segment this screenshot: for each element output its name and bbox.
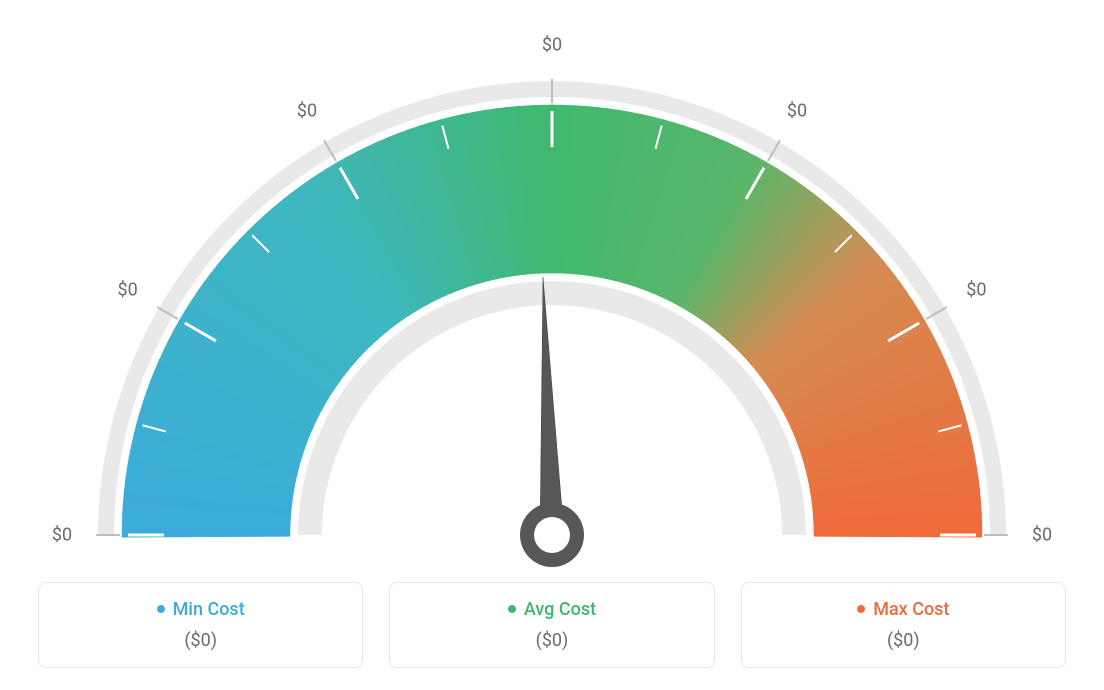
gauge-tick-label: $0 <box>52 525 72 546</box>
legend-title-avg: Avg Cost <box>508 599 596 620</box>
legend-card-avg: Avg Cost ($0) <box>389 582 714 669</box>
gauge-tick-label: $0 <box>966 280 986 301</box>
legend-label-min: Min Cost <box>173 599 245 620</box>
legend-dot-avg <box>508 605 516 613</box>
legend-title-min: Min Cost <box>157 599 245 620</box>
gauge-tick-label: $0 <box>118 280 138 301</box>
legend-dot-min <box>157 605 165 613</box>
gauge-svg <box>0 0 1104 570</box>
gauge-tick-label: $0 <box>1032 525 1052 546</box>
legend-value-min: ($0) <box>51 630 350 651</box>
gauge-chart: $0 $0 $0 $0 $0 $0 $0 <box>0 0 1104 570</box>
legend-label-avg: Avg Cost <box>524 599 596 620</box>
legend-row: Min Cost ($0) Avg Cost ($0) Max Cost ($0… <box>38 582 1066 669</box>
gauge-tick-label: $0 <box>542 35 562 56</box>
legend-value-max: ($0) <box>754 630 1053 651</box>
legend-value-avg: ($0) <box>402 630 701 651</box>
gauge-tick-label: $0 <box>297 100 317 121</box>
legend-title-max: Max Cost <box>857 599 949 620</box>
gauge-tick-label: $0 <box>787 100 807 121</box>
legend-dot-max <box>857 605 865 613</box>
legend-card-min: Min Cost ($0) <box>38 582 363 669</box>
legend-card-max: Max Cost ($0) <box>741 582 1066 669</box>
legend-label-max: Max Cost <box>873 599 949 620</box>
